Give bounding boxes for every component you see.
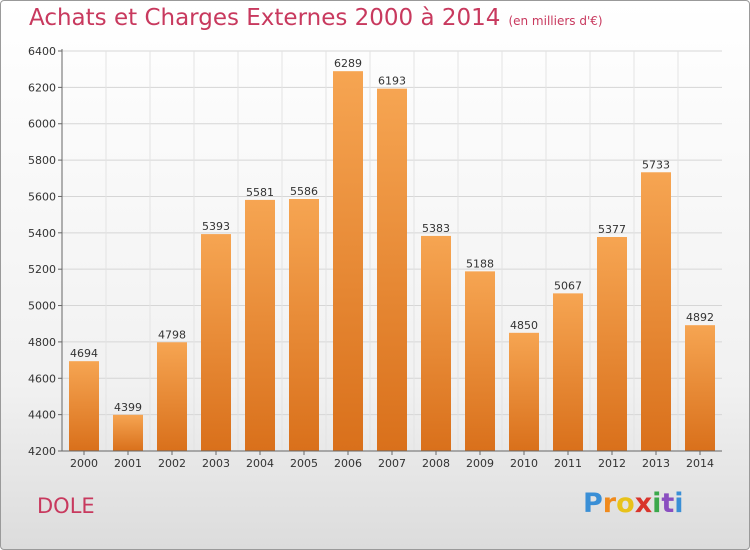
y-tick-label: 5800 [28, 154, 56, 167]
x-tick-label: 2009 [466, 457, 494, 470]
chart-unit: (en milliers d'€) [508, 14, 603, 28]
data-label-2003: 5393 [202, 220, 230, 233]
bar-2000 [69, 361, 99, 451]
bar-2011 [553, 293, 583, 451]
x-tick-label: 2011 [554, 457, 582, 470]
logo-letter: i [652, 488, 662, 519]
x-tick-label: 2007 [378, 457, 406, 470]
y-tick-label: 4600 [28, 372, 56, 385]
logo-letter: i [674, 488, 684, 519]
x-tick-label: 2004 [246, 457, 274, 470]
bars: 4694 4399 4798 5393 5581 5586 6289 6193 5383 5188… [69, 57, 715, 452]
bar-2010 [509, 332, 539, 451]
x-tick-label: 2000 [70, 457, 98, 470]
bar-2012 [597, 237, 627, 451]
bar-2014 [685, 325, 715, 451]
data-label-2001: 4399 [114, 401, 142, 414]
x-tick-label: 2006 [334, 457, 362, 470]
data-label-2011: 5067 [554, 279, 582, 292]
y-tick-label: 5000 [28, 300, 56, 313]
chart-title: Achats et Charges Externes 2000 à 2014 (e… [29, 5, 603, 31]
data-label-2009: 5188 [466, 257, 494, 270]
data-label-2007: 6193 [378, 75, 406, 88]
y-tick-label: 4800 [28, 336, 56, 349]
logo-letter: P [583, 488, 603, 519]
bar-2006 [333, 71, 363, 451]
y-tick-label: 6200 [28, 81, 56, 94]
x-tick-label: 2012 [598, 457, 626, 470]
bar-2001 [113, 414, 143, 451]
data-label-2006: 6289 [334, 57, 362, 70]
data-label-2002: 4798 [158, 328, 186, 341]
data-label-2014: 4892 [686, 311, 714, 324]
x-tick-label: 2010 [510, 457, 538, 470]
x-tick-label: 2008 [422, 457, 450, 470]
bar-2004 [245, 199, 275, 451]
bar-2002 [157, 342, 187, 451]
x-tick-label: 2013 [642, 457, 670, 470]
y-tick-label: 4200 [28, 445, 56, 458]
bar-2003 [201, 234, 231, 451]
location-label: DOLE [37, 494, 95, 518]
data-label-2013: 5733 [642, 158, 670, 171]
x-tick-label: 2002 [158, 457, 186, 470]
proxiti-logo: Proxiti [583, 488, 684, 519]
y-tick-label: 4400 [28, 409, 56, 422]
bar-2005 [289, 199, 319, 451]
y-tick-label: 6400 [28, 45, 56, 58]
logo-letter: x [634, 488, 653, 519]
logo-letter: t [661, 488, 675, 519]
x-tick-label: 2014 [686, 457, 714, 470]
x-tick-label: 2003 [202, 457, 230, 470]
bar-2007 [377, 88, 407, 452]
chart-title-text: Achats et Charges Externes 2000 à 2014 [29, 5, 501, 31]
logo-letter: r [602, 488, 617, 519]
data-label-2012: 5377 [598, 223, 626, 236]
axes: 4200 4400 4600 4800 5000 5200 5400 5600 5800 6000… [28, 45, 722, 470]
data-label-2000: 4694 [70, 347, 98, 360]
data-label-2005: 5586 [290, 185, 318, 198]
y-tick-label: 5200 [28, 263, 56, 276]
logo-letter: o [616, 488, 635, 519]
x-tick-label: 2005 [290, 457, 318, 470]
x-tick-label: 2001 [114, 457, 142, 470]
bar-2008 [421, 235, 451, 451]
y-tick-label: 6000 [28, 118, 56, 131]
y-tick-label: 5600 [28, 190, 56, 203]
data-label-2004: 5581 [246, 186, 274, 199]
bar-2013 [641, 172, 671, 452]
data-label-2008: 5383 [422, 222, 450, 235]
data-label-2010: 4850 [510, 319, 538, 332]
bar-2009 [465, 271, 495, 451]
y-tick-label: 5400 [28, 227, 56, 240]
